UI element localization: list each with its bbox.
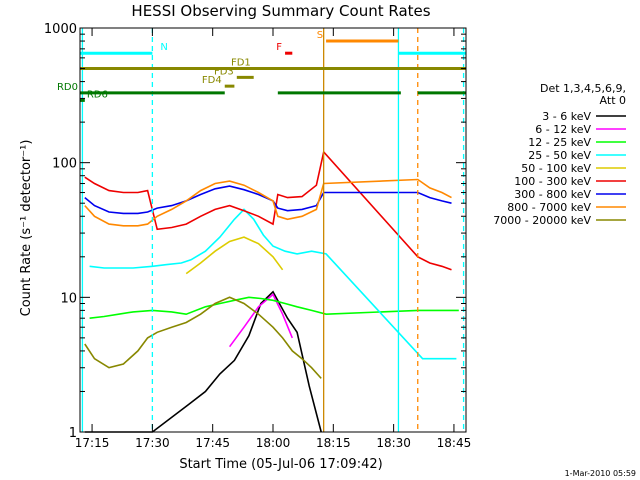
y-tick-label-3: 1000	[44, 22, 77, 37]
plot-frame	[79, 27, 467, 433]
flag-label-5: FD4	[202, 75, 222, 86]
x-tick-label-0: 17:15	[75, 436, 110, 450]
legend-label-8: 7000 - 20000 keV	[493, 214, 591, 227]
legend-label-6: 300 - 800 keV	[514, 188, 591, 201]
axes: 17:15 17:30 17:45 18:00 18:15 18:30 18:45 1 10 10…	[44, 22, 471, 450]
flag-label-4: FD3	[214, 66, 234, 77]
x-axis-label: Start Time (05-Jul-06 17:09:42)	[179, 457, 382, 472]
x-tick-label-3: 18:00	[256, 436, 291, 450]
series-layer	[84, 150, 459, 433]
legend-label-5: 100 - 300 keV	[514, 175, 591, 188]
series-line-7	[84, 178, 452, 227]
legend-label-0: 3 - 6 keV	[542, 110, 591, 123]
x-tick-label-2: 17:45	[195, 436, 230, 450]
series-line-5	[84, 150, 452, 271]
series-line-8	[84, 296, 322, 379]
flag-label-6: RD0	[57, 82, 78, 93]
x-tick-label-1: 17:30	[135, 436, 170, 450]
flag-label-7: RD6	[87, 89, 108, 100]
vertical-markers	[81, 28, 465, 432]
series-line-1	[228, 293, 294, 348]
y-axis-label: Count Rate (s⁻¹ detector⁻¹)	[19, 140, 34, 317]
flag-label-3: FD1	[231, 58, 251, 69]
series-line-3	[89, 208, 457, 360]
flag-label-1: S	[317, 30, 323, 41]
legend-label-7: 800 - 7000 keV	[507, 201, 591, 214]
legend-label-2: 12 - 25 keV	[528, 136, 591, 149]
legend-label-1: 6 - 12 keV	[535, 123, 591, 136]
legend-header-0: Det 1,3,4,5,6,9,	[540, 82, 626, 95]
series-line-0	[84, 290, 322, 433]
y-tick-label-0: 1	[69, 426, 77, 441]
chart-title: HESSI Observing Summary Count Rates	[131, 2, 430, 20]
series-line-2	[89, 296, 459, 319]
y-tick-label-1: 10	[60, 291, 77, 306]
footer-date: 1-Mar-2010 05:59	[565, 469, 636, 478]
legend-label-3: 25 - 50 keV	[528, 149, 591, 162]
x-tick-label-6: 18:45	[437, 436, 472, 450]
y-tick-label-2: 100	[52, 157, 77, 172]
x-tick-label-4: 18:15	[316, 436, 351, 450]
x-tick-label-5: 18:30	[376, 436, 411, 450]
legend-header-1: Att 0	[600, 94, 626, 107]
series-line-4	[185, 236, 284, 275]
flag-label-2: F	[276, 42, 282, 53]
flag-label-0: N	[160, 42, 167, 53]
series-line-6	[84, 185, 452, 215]
legend-label-4: 50 - 100 keV	[521, 162, 591, 175]
